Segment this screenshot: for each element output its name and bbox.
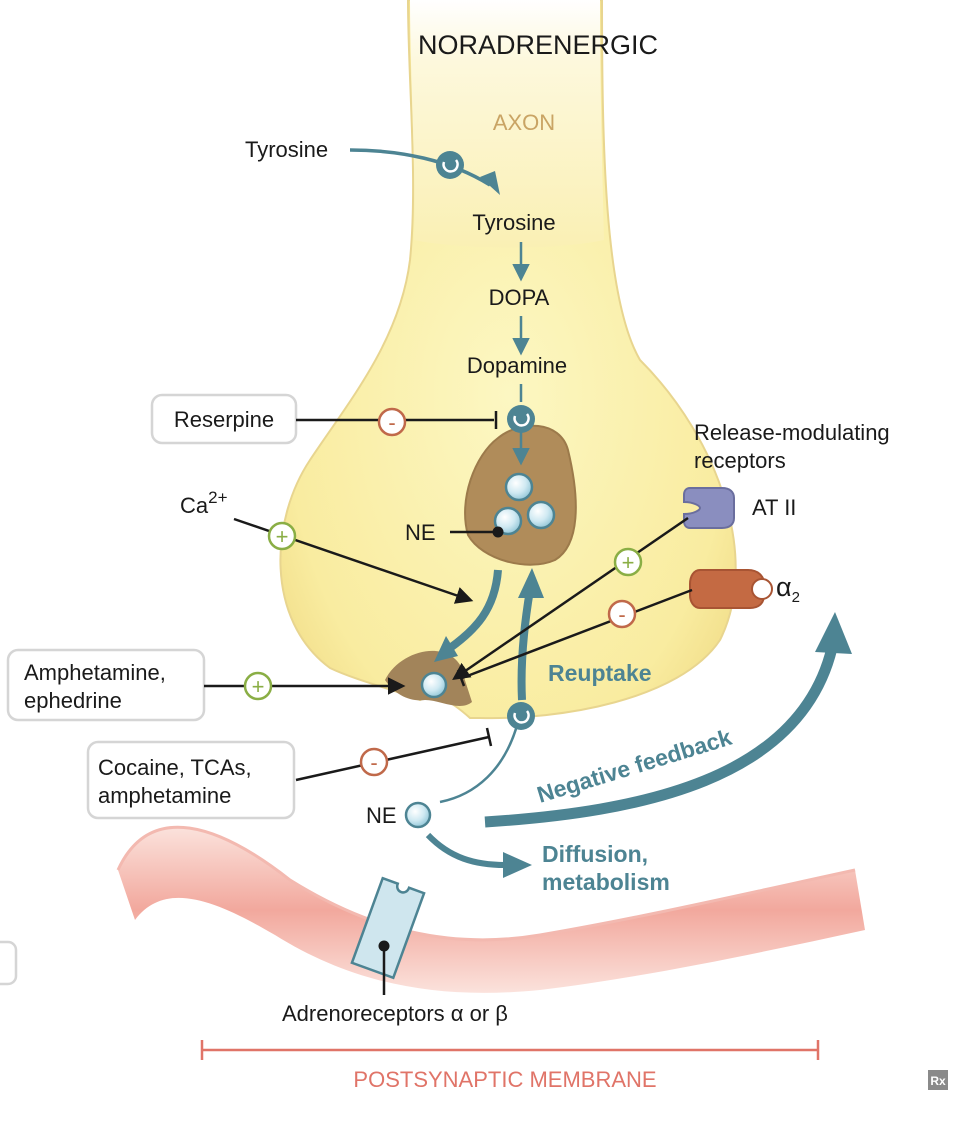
svg-text:-: - (370, 750, 377, 775)
ne-pointer-dot (492, 526, 504, 538)
adrenoreceptor-icon (350, 876, 426, 980)
ne-cleft-label: NE (366, 803, 397, 828)
axon-terminal (279, 0, 737, 720)
svg-text:-: - (618, 602, 625, 627)
svg-text:+: + (622, 550, 635, 575)
axon-label: AXON (493, 110, 555, 135)
tyrosine-outside-label: Tyrosine (245, 137, 328, 162)
adrenoreceptors-label: Adrenoreceptors α or β (282, 1001, 508, 1026)
negative-feedback-arrow (484, 612, 852, 828)
at2-plus-badge: + (613, 547, 643, 577)
cocaine-minus-badge: - (359, 747, 389, 777)
reserpine-minus-badge: - (377, 407, 407, 437)
amphetamine-plus-badge: + (243, 671, 273, 701)
cocaine-block-bar (485, 727, 493, 747)
negative-feedback-label: Negative feedback (534, 724, 735, 808)
alpha2-receptor-label: α2 (776, 572, 800, 606)
alpha2-inhibit-line (461, 588, 693, 680)
ne-vesicles (493, 472, 556, 536)
cocaine-inhibit-line (295, 735, 490, 782)
postsynaptic-membrane (116, 825, 865, 993)
net-transporter-icon (507, 702, 535, 730)
tyrosine-transporter-icon (436, 151, 464, 179)
postsynaptic-label: POSTSYNAPTIC MEMBRANE (353, 1067, 656, 1092)
reserpine-label: Reserpine (174, 407, 274, 432)
at2-stimulate-arrow (452, 516, 689, 680)
diffusion-label: Diffusion, metabolism (542, 841, 670, 895)
dopamine-label: Dopamine (467, 353, 567, 378)
svg-text:+: + (276, 524, 289, 549)
postsynaptic-bracket (200, 1040, 820, 1060)
alpha2-minus-badge: - (607, 599, 637, 629)
alpha2-block-bar (456, 669, 466, 687)
cleft-ne-molecule (404, 801, 432, 829)
cocaine-tcas-box (86, 740, 296, 820)
svg-text:+: + (252, 674, 265, 699)
at2-receptor-label: AT II (752, 495, 796, 520)
amphetamine-ephedrine-label: Amphetamine, ephedrine (24, 660, 166, 713)
alpha2-receptor-icon (689, 569, 773, 609)
svg-text:Rx: Rx (930, 1074, 946, 1088)
edge-partial-box (0, 940, 18, 986)
svg-text:-: - (388, 410, 395, 435)
diffusion-arrow (425, 832, 532, 878)
calcium-plus-badge: + (267, 521, 297, 551)
calcium-label: Ca2+ (180, 488, 228, 518)
ne-vesicle-label: NE (405, 520, 436, 545)
release-modulating-label: Release-modulating receptors (694, 420, 890, 473)
tyrosine-uptake-arrow (349, 148, 500, 195)
release-arrow (434, 569, 502, 662)
reuptake-label: Reuptake (548, 660, 652, 686)
net-to-cleft-curve (439, 721, 520, 804)
reuptake-arrow (517, 568, 544, 701)
dopa-label: DOPA (489, 285, 550, 310)
tyrosine-inside-label: Tyrosine (472, 210, 555, 235)
rx-logo-icon: Rx (928, 1070, 948, 1090)
released-vesicle (420, 671, 448, 699)
vmat-transporter-icon (507, 405, 535, 433)
diagram-title: NORADRENERGIC (418, 30, 658, 60)
cocaine-tcas-label: Cocaine, TCAs, amphetamine (98, 755, 252, 808)
